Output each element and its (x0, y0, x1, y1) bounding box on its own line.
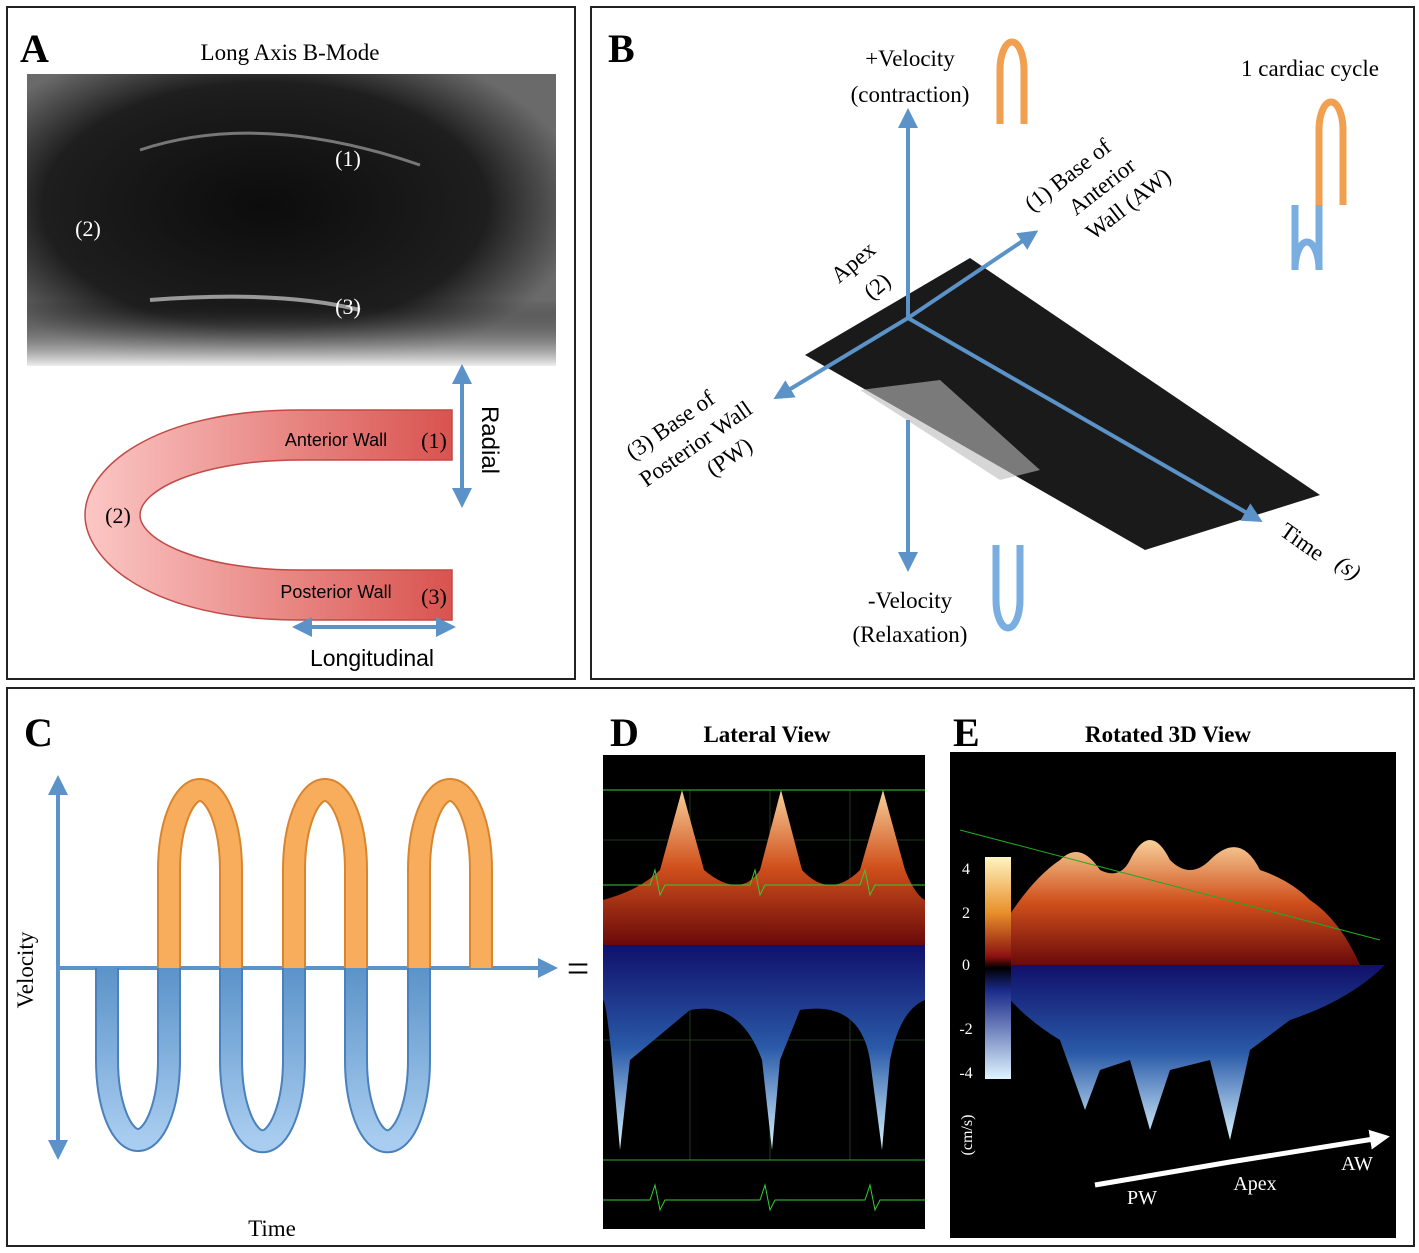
axis-label: Time (248, 1216, 296, 1241)
colorbar-tick: -4 (959, 1065, 972, 1082)
panel-letter: C (24, 710, 53, 755)
cycle-icon-bottom (1295, 205, 1319, 270)
colorbar-tick: 0 (962, 957, 970, 974)
axis-label: Velocity (13, 931, 38, 1008)
axis-label: Time (1276, 518, 1329, 566)
image-label: (2) (75, 216, 101, 241)
equals-sign: = (567, 946, 590, 991)
panel-title: Long Axis B-Mode (201, 40, 380, 65)
axis-label: +Velocity (865, 46, 955, 71)
axis-label: (2) (859, 268, 896, 304)
colorbar-tick: 2 (962, 905, 970, 922)
orange-arch-icon (1000, 42, 1024, 124)
image-label: (1) (335, 146, 361, 171)
wall-label: (2) (105, 503, 131, 528)
velocity-waves (107, 790, 481, 1141)
figure: A Long Axis B-Mode (1) (2) (3) Anterior … (0, 0, 1419, 1253)
wall-label: Posterior Wall (280, 582, 391, 602)
lateral-view-plot (603, 755, 925, 1229)
panel-letter: E (953, 710, 980, 755)
panel-letter: D (610, 710, 639, 755)
colorbar-tick: -2 (959, 1021, 972, 1038)
legend-label: 1 cardiac cycle (1241, 56, 1379, 81)
wall-label: Anterior Wall (285, 430, 387, 450)
axis-label: -Velocity (868, 588, 953, 613)
image-label: (3) (335, 294, 361, 319)
rotated-3d-plot (950, 752, 1396, 1238)
colorbar-tick: 4 (962, 861, 970, 878)
axis-label: PW (1127, 1187, 1157, 1209)
axis-label: (contraction) (851, 82, 970, 107)
axis-label: (s) (1331, 551, 1365, 585)
axis-label: Longitudinal (310, 645, 434, 671)
axis-label: Apex (1233, 1173, 1276, 1195)
panel-letter: A (20, 26, 49, 71)
axis-label: AW (1341, 1153, 1373, 1175)
panel-letter: B (608, 26, 635, 71)
panel-title: Lateral View (703, 722, 830, 747)
panel-title: Rotated 3D View (1085, 722, 1251, 747)
colorbar-unit: (cm/s) (959, 1115, 976, 1156)
wall-label: (3) (421, 584, 447, 609)
ultrasound-image (27, 74, 556, 366)
wall-label: (1) (421, 428, 447, 453)
axis-label: (Relaxation) (853, 622, 968, 647)
blue-arch-icon (996, 545, 1020, 628)
cycle-icon-top (1319, 102, 1343, 205)
heart-wall-shape (85, 410, 452, 620)
axis-label: Radial (476, 406, 503, 474)
